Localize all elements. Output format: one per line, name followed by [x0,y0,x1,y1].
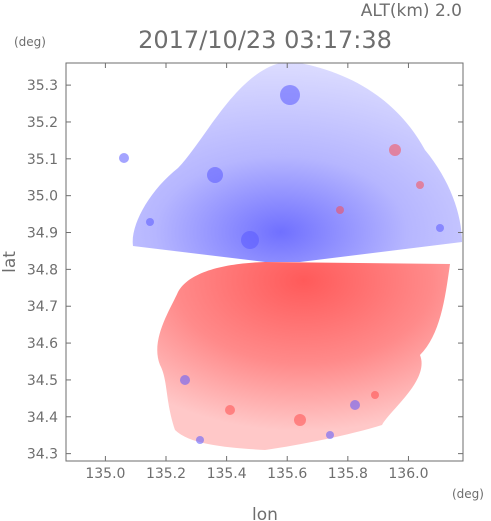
chart-title: 2017/10/23 03:17:38 [138,26,392,54]
y-axis-label: lat [0,251,20,273]
y-tick-label: 34.9 [27,226,58,242]
altitude-label: ALT(km) 2.0 [361,1,462,21]
y-tick-label: 35.2 [27,115,58,131]
x-tick-label: 135.8 [328,466,368,482]
negative-speckles [119,85,444,444]
x-unit-label: (deg) [452,487,484,501]
x-axis-label: lon [252,505,278,521]
y-tick-label: 35.1 [27,152,58,168]
y-unit-label: (deg) [14,35,46,49]
y-ticks: 34.3 34.4 34.5 34.6 34.7 34.8 34.9 35.0 35.1 35.2… [27,78,463,463]
y-tick-label: 34.6 [27,336,58,352]
radar-field [119,63,463,450]
positive-speckles [225,144,424,426]
x-tick-label: 135.2 [146,466,186,482]
x-tick-label: 135.4 [207,466,247,482]
x-tick-label: 135.0 [85,466,125,482]
y-tick-label: 34.8 [27,262,58,278]
x-tick-label: 135.6 [267,466,307,482]
y-tick-label: 34.7 [27,299,58,315]
y-tick-label: 34.5 [27,373,58,389]
plot-frame [65,62,464,462]
positive-velocity-region [157,262,450,450]
x-ticks: 135.0 135.2 135.4 135.6 135.8 136.0 [85,63,428,482]
y-tick-label: 34.3 [27,447,58,463]
y-tick-label: 35.3 [27,78,58,94]
y-tick-label: 35.0 [27,189,58,205]
x-tick-label: 136.0 [388,466,428,482]
y-tick-label: 34.4 [27,410,58,426]
negative-velocity-region [132,63,463,262]
